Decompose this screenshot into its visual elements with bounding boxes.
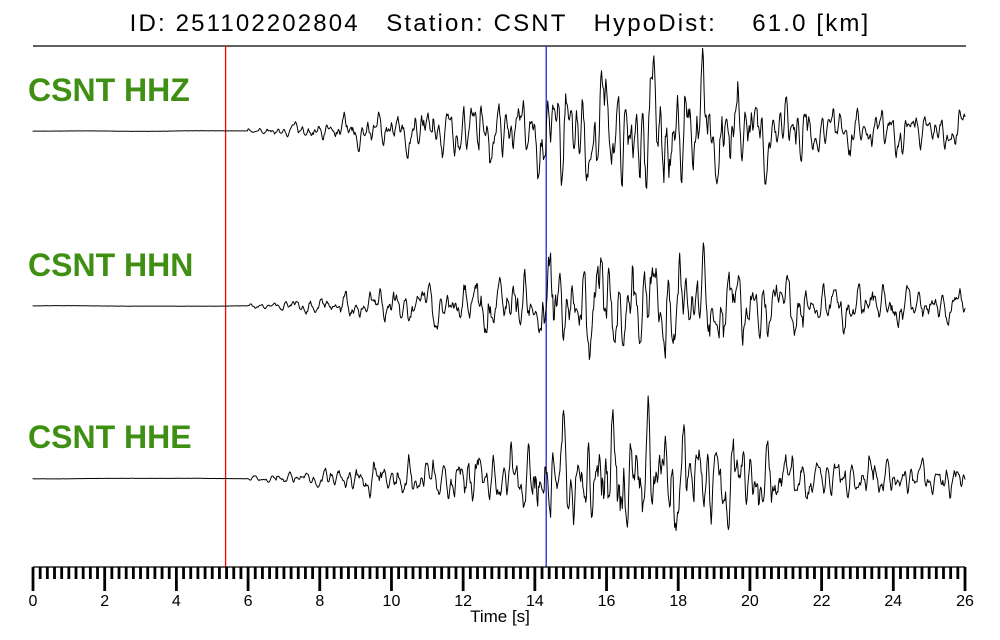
svg-text:22: 22 (813, 593, 831, 610)
svg-text:16: 16 (598, 593, 616, 610)
svg-text:18: 18 (669, 593, 687, 610)
svg-text:24: 24 (884, 593, 902, 610)
svg-text:12: 12 (454, 593, 472, 610)
svg-text:6: 6 (244, 593, 253, 610)
svg-text:10: 10 (383, 593, 401, 610)
svg-text:14: 14 (526, 593, 544, 610)
svg-text:20: 20 (741, 593, 759, 610)
svg-text:2: 2 (100, 593, 109, 610)
svg-text:0: 0 (29, 593, 38, 610)
svg-text:8: 8 (315, 593, 324, 610)
svg-text:26: 26 (956, 593, 974, 610)
svg-text:4: 4 (172, 593, 181, 610)
